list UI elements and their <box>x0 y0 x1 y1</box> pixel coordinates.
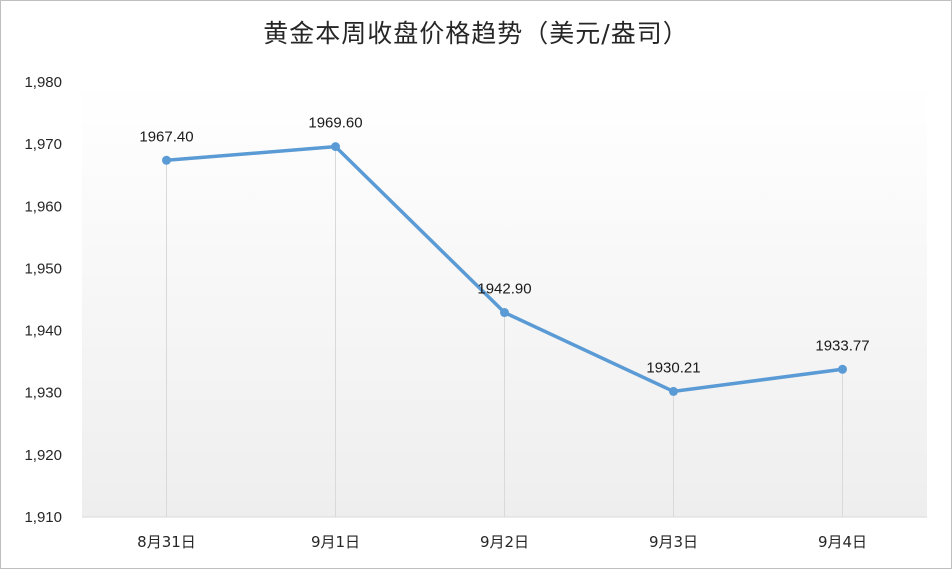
data-point <box>838 364 847 374</box>
y-tick-label: 1,970 <box>24 136 62 153</box>
chart-title: 黄金本周收盘价格趋势（美元/盎司） <box>263 19 689 48</box>
y-tick-label: 1,980 <box>24 74 62 91</box>
y-tick-label: 1,930 <box>24 385 62 402</box>
data-point <box>669 386 678 396</box>
data-point <box>162 155 171 165</box>
x-tick-label: 9月2日 <box>480 533 529 551</box>
x-tick-label: 8月31日 <box>137 533 196 551</box>
data-label: 1967.40 <box>139 128 193 145</box>
data-label: 1933.77 <box>815 337 869 354</box>
y-tick-label: 1,940 <box>24 323 62 340</box>
y-tick-label: 1,920 <box>24 447 62 464</box>
y-tick-label: 1,950 <box>24 260 62 277</box>
data-label: 1969.60 <box>308 115 362 132</box>
data-point <box>500 308 509 318</box>
data-label: 1930.21 <box>646 359 700 376</box>
x-tick-label: 9月3日 <box>649 533 698 551</box>
y-tick-label: 1,910 <box>24 509 62 526</box>
x-tick-label: 9月4日 <box>818 533 867 551</box>
x-tick-label: 9月1日 <box>311 533 360 551</box>
data-point <box>331 142 340 152</box>
data-label: 1942.90 <box>477 281 531 298</box>
y-tick-label: 1,960 <box>24 198 62 215</box>
